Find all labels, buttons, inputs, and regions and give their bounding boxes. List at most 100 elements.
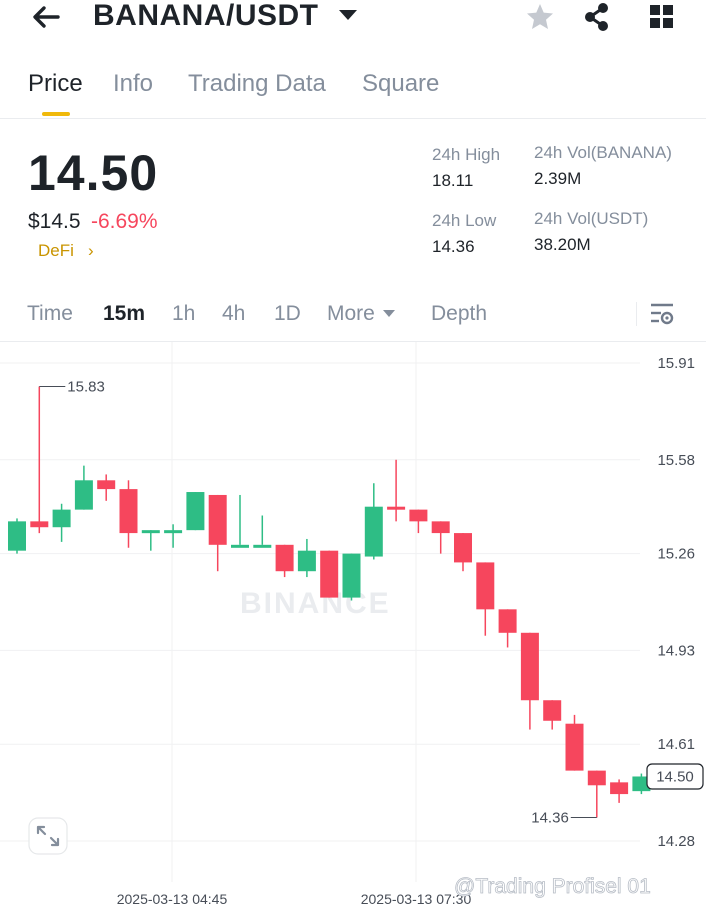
candle: [275, 544, 294, 578]
candle-body: [431, 521, 450, 534]
divider: [636, 302, 637, 326]
interval-4h[interactable]: 4h: [222, 302, 246, 325]
x-tick-label: 2025-03-13 07:30: [361, 891, 472, 906]
candle: [387, 459, 406, 522]
interval-1d[interactable]: 1D: [274, 302, 301, 325]
vol-quote-label: 24h Vol(USDT): [534, 209, 649, 228]
candle-body: [119, 489, 138, 534]
candle-body: [364, 506, 383, 557]
candle: [119, 480, 138, 548]
back-arrow-icon[interactable]: [30, 2, 62, 32]
candle: [520, 632, 539, 730]
interval-15m[interactable]: 15m: [103, 302, 146, 325]
y-tick-label: 14.61: [657, 736, 695, 753]
divider: [0, 341, 706, 342]
candle: [97, 474, 116, 501]
divider: [0, 118, 706, 119]
candle-body: [208, 494, 227, 545]
candle-body: [520, 632, 539, 701]
interval-more[interactable]: More: [327, 302, 375, 325]
candle: [364, 483, 383, 560]
chart-grid: [0, 342, 640, 882]
candle-body: [587, 770, 606, 786]
pair-title[interactable]: BANANA/USDT: [93, 0, 319, 32]
candle: [565, 714, 584, 771]
chevron-right-icon[interactable]: ›: [88, 241, 94, 260]
candle: [141, 530, 160, 551]
candle-body: [476, 562, 495, 610]
interval-depth[interactable]: Depth: [431, 302, 488, 325]
candle-body: [610, 782, 629, 795]
vol-base-label: 24h Vol(BANANA): [534, 143, 672, 162]
candle: [231, 494, 249, 548]
candle-body: [74, 480, 93, 510]
fiat-price: $14.5: [28, 210, 81, 233]
y-axis: 15.91 15.58 15.26 14.93 14.61 14.28: [657, 355, 695, 850]
candle-body: [320, 550, 339, 598]
tab-price[interactable]: Price: [28, 70, 83, 97]
candle: [632, 773, 651, 795]
expand-icon[interactable]: [36, 825, 60, 847]
candle: [8, 518, 26, 554]
candle-body: [632, 776, 651, 792]
candle-body: [253, 544, 272, 548]
category-tag[interactable]: DeFi: [38, 241, 74, 260]
candle: [342, 553, 361, 601]
vol-quote-value: 38.20M: [534, 235, 591, 254]
candle: [297, 538, 316, 578]
candle-body: [387, 506, 406, 510]
price-change: -6.69%: [91, 210, 158, 233]
interval-1h[interactable]: 1h: [172, 302, 196, 325]
watermark: BINANCE: [240, 587, 391, 620]
candle-body: [141, 530, 160, 534]
dropdown-caret-icon[interactable]: [339, 10, 357, 20]
interval-time[interactable]: Time: [27, 302, 73, 325]
candle: [30, 386, 49, 534]
candle: [431, 521, 450, 554]
candle: [409, 509, 428, 534]
star-icon[interactable]: [525, 2, 555, 32]
candle-body: [565, 723, 584, 771]
last-price: 14.50: [28, 145, 159, 201]
candle-body: [498, 609, 517, 633]
tab-trading-data[interactable]: Trading Data: [188, 70, 326, 97]
candle: [186, 492, 205, 531]
candle-body: [97, 480, 116, 490]
candles: [8, 386, 651, 818]
header-bar: BANANA/USDT: [0, 0, 706, 40]
candle: [164, 524, 183, 548]
candle: [253, 515, 272, 548]
candle: [610, 779, 629, 803]
grid-icon[interactable]: [647, 2, 677, 32]
candle: [454, 533, 472, 572]
y-tick-label: 15.26: [657, 546, 695, 563]
candle-body: [543, 700, 562, 721]
low-marker-label: 14.36: [531, 810, 569, 827]
last-price-label: 14.50: [656, 768, 694, 785]
low-value: 14.36: [432, 237, 475, 256]
candle-body: [342, 553, 361, 598]
tab-info[interactable]: Info: [113, 70, 154, 97]
chart-annotations: 15.83 14.36: [39, 378, 652, 827]
high-label: 24h High: [432, 145, 501, 164]
expand-button[interactable]: [28, 817, 68, 855]
candle-body: [8, 521, 26, 551]
high-value: 18.11: [432, 171, 474, 190]
more-caret-icon[interactable]: [383, 310, 395, 317]
share-icon[interactable]: [582, 2, 612, 32]
candle-body: [275, 544, 294, 572]
candle: [543, 700, 562, 730]
tab-square[interactable]: Square: [362, 70, 440, 97]
candle: [587, 770, 606, 818]
candle: [498, 609, 517, 648]
candle: [208, 494, 227, 572]
chart-settings-icon[interactable]: [648, 300, 676, 328]
active-tab-indicator: [42, 112, 70, 116]
candle: [74, 465, 93, 510]
candle: [52, 503, 71, 542]
y-tick-label: 14.93: [657, 642, 695, 659]
candle-body: [164, 530, 183, 534]
candle-body: [30, 521, 49, 528]
credit-watermark: @Trading Profisel 01: [454, 875, 651, 898]
